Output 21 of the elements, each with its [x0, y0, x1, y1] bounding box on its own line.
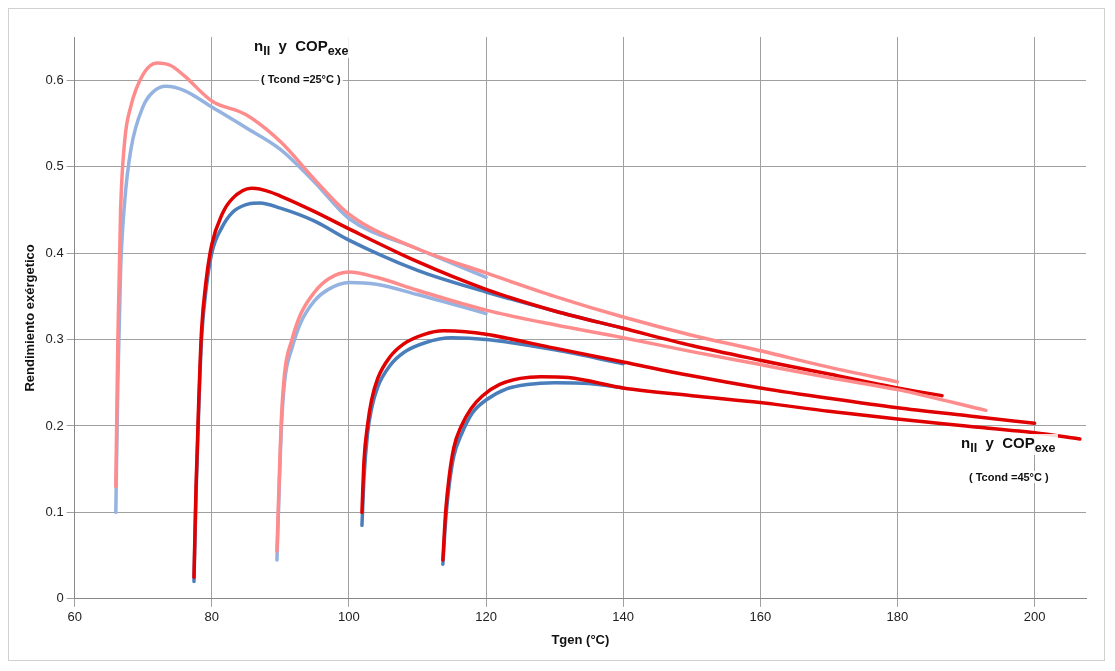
y-tick-label: 0.5 [45, 158, 64, 174]
y-tick-label: 0.4 [45, 244, 64, 260]
y-tick-label: 0.1 [45, 503, 64, 519]
x-tick-label: 140 [612, 609, 635, 625]
x-tick-label: 180 [886, 609, 909, 625]
y-tick-label: 0.2 [45, 417, 64, 433]
annotation: ( Tcond =25°C ) [259, 73, 343, 85]
annotation: ( Tcond =45°C ) [967, 471, 1051, 483]
x-tick-label: 100 [338, 609, 360, 625]
x-tick-label: 60 [67, 609, 82, 625]
y-tick-label: 0.6 [45, 71, 64, 87]
x-tick-label: 200 [1023, 609, 1046, 625]
annotation: n$_{II}$ y COP$_{exe}$ [959, 434, 1058, 455]
y-tick-label: 0 [56, 590, 64, 606]
x-axis-title: Tgen (°C) [551, 631, 610, 647]
y-tick-label: 0.3 [45, 331, 64, 347]
annotation: n$_{II}$ y COP$_{exe}$ [252, 37, 351, 58]
x-tick-label: 160 [749, 609, 772, 625]
x-tick-label: 80 [204, 609, 220, 625]
x-tick-label: 120 [475, 609, 497, 625]
y-axis-title: Rendimiento exérgetico [22, 244, 38, 392]
